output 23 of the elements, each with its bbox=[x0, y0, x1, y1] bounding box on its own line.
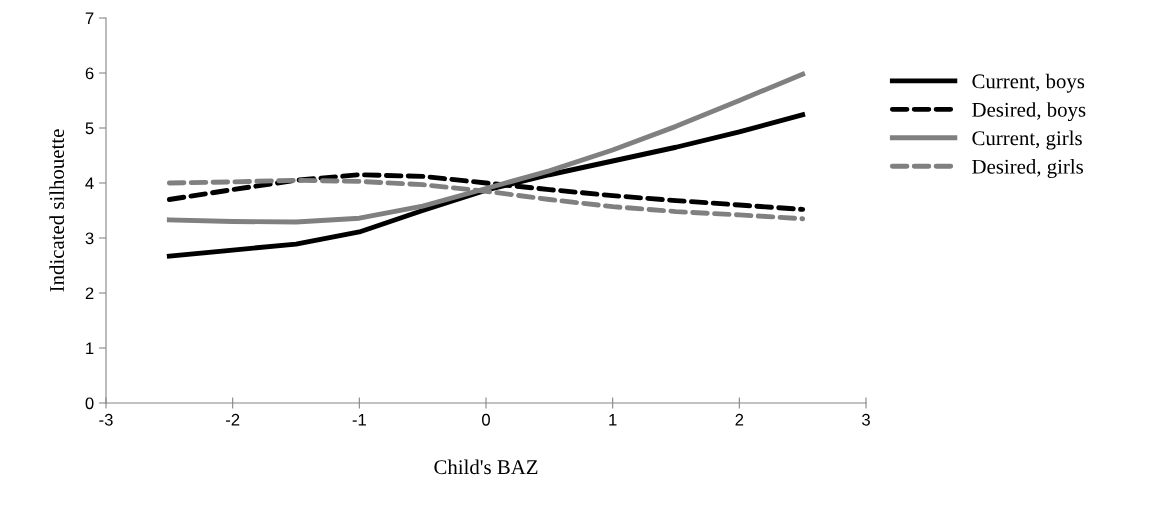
legend-label: Desired, girls bbox=[972, 159, 1084, 179]
legend-label: Current, girls bbox=[972, 130, 1082, 150]
x-tick-label: 0 bbox=[482, 413, 490, 426]
y-tick-label: 6 bbox=[85, 67, 94, 80]
y-tick-label: 1 bbox=[86, 342, 94, 355]
y-tick-label: 0 bbox=[85, 397, 94, 410]
y-tick-label: 5 bbox=[85, 122, 94, 135]
y-tick-label: 4 bbox=[85, 177, 94, 190]
x-tick-label: -1 bbox=[352, 414, 366, 426]
legend-label: Desired, boys bbox=[972, 102, 1086, 122]
y-axis-title: Indicated silhouette bbox=[49, 129, 65, 292]
x-tick-label: -2 bbox=[226, 413, 240, 426]
x-tick-label: 2 bbox=[735, 413, 744, 426]
y-tick-label: 3 bbox=[85, 232, 94, 245]
x-tick-label: -3 bbox=[99, 413, 113, 426]
x-axis-title: Child's BAZ bbox=[434, 459, 538, 475]
y-tick-label: 2 bbox=[85, 287, 94, 300]
y-tick-label: 7 bbox=[85, 12, 94, 25]
line-series bbox=[166, 71, 806, 225]
x-tick-label: 1 bbox=[609, 414, 617, 426]
x-tick-label: 3 bbox=[862, 413, 870, 426]
line-series bbox=[166, 112, 806, 259]
legend-label: Current, boys bbox=[972, 73, 1085, 93]
